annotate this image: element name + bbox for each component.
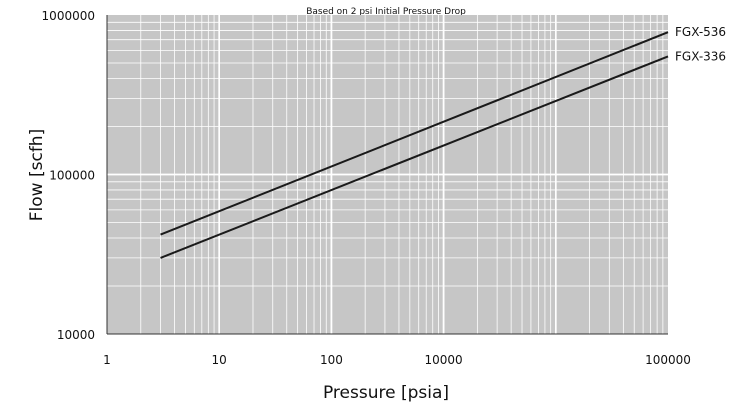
series-label: FGX-536 [675, 25, 726, 39]
y-axis-label: Flow [scfh] [27, 129, 47, 221]
series-line [160, 55, 669, 259]
x-tick-label: 1 [103, 353, 111, 367]
series-lines: FGX-536 FGX-336 [160, 25, 726, 259]
y-tick-label: 100000 [49, 169, 95, 183]
x-tick-label: 100000 [645, 353, 691, 367]
x-tick-label: 10 [212, 353, 227, 367]
y-tick-label: 1000000 [42, 9, 95, 23]
series-line [160, 31, 669, 236]
x-tick-label: 10000 [425, 353, 463, 367]
x-axis-label: Pressure [psia] [323, 383, 449, 403]
y-tick-label: 10000 [57, 328, 95, 342]
grid-lines [106, 15, 668, 335]
axis-ticks: 1 10 100 10000 100000 10000 100000 1000000 [42, 9, 691, 367]
chart-title: Based on 2 psi Initial Pressure Drop [306, 7, 466, 17]
x-tick-label: 100 [320, 353, 343, 367]
series-label: FGX-336 [675, 49, 726, 63]
